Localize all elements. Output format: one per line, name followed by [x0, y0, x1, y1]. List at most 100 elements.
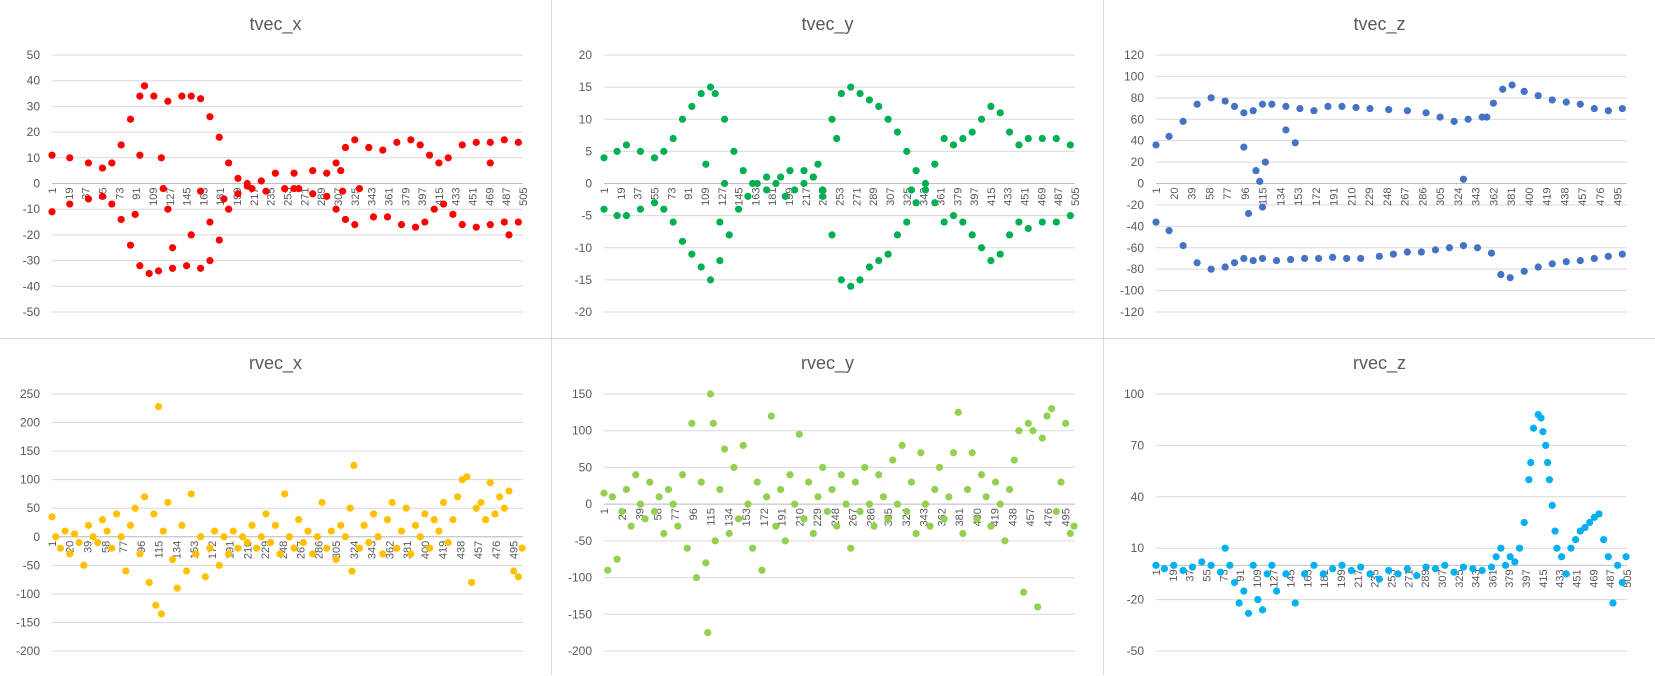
y-tick-label: -80: [1127, 262, 1145, 276]
data-point: [1576, 100, 1584, 108]
data-point: [196, 533, 205, 541]
data-point: [692, 573, 701, 582]
data-point: [152, 601, 160, 609]
data-point: [1506, 553, 1514, 561]
data-point: [608, 493, 617, 501]
data-point: [856, 89, 864, 98]
data-point: [875, 257, 883, 265]
data-point: [430, 516, 438, 524]
x-tick-label: 495: [1061, 508, 1073, 526]
data-point: [1252, 167, 1260, 175]
data-point: [243, 182, 251, 190]
data-point: [187, 92, 195, 100]
y-tick-label: 20: [579, 48, 593, 62]
data-point: [1038, 134, 1046, 143]
data-point: [786, 167, 794, 175]
chart-svg-rvec_y: rvec_y-200-150-100-500501001501203958779…: [568, 353, 1078, 658]
y-tick-label: 150: [572, 387, 592, 401]
data-point: [1179, 566, 1187, 575]
data-point: [1070, 522, 1078, 530]
data-point: [1366, 104, 1374, 113]
data-point: [674, 522, 682, 530]
data-point: [1450, 117, 1458, 125]
x-tick-label: 163: [750, 188, 762, 206]
x-tick-label: 451: [468, 188, 480, 206]
y-tick-label: -120: [1120, 305, 1144, 319]
data-point: [206, 257, 214, 265]
y-tick-label: 80: [1131, 91, 1145, 105]
data-point: [646, 478, 654, 486]
x-tick-label: 1: [47, 188, 59, 194]
data-point: [1024, 134, 1032, 143]
data-point: [814, 493, 822, 501]
data-point: [1286, 255, 1295, 264]
x-tick-label: 271: [1403, 569, 1415, 587]
data-point: [688, 419, 696, 427]
chart-title: tvec_z: [1353, 14, 1405, 35]
data-point: [1296, 104, 1304, 113]
data-point: [1385, 106, 1393, 114]
x-tick-label: 495: [1613, 188, 1625, 206]
x-tick-label: 505: [1070, 188, 1082, 206]
data-point: [500, 504, 508, 512]
y-tick-label: 50: [27, 48, 41, 62]
data-point: [285, 533, 293, 541]
data-point: [1066, 141, 1074, 149]
data-point: [968, 128, 976, 136]
data-point: [70, 530, 79, 538]
data-point: [1604, 107, 1612, 115]
data-point: [1152, 141, 1160, 149]
data-point: [281, 490, 289, 498]
data-point: [136, 92, 144, 100]
y-tick-label: 60: [1131, 112, 1145, 126]
data-point: [777, 173, 785, 181]
chart-svg-tvec_x: tvec_x-50-40-30-20-100102030405011937557…: [23, 14, 530, 319]
data-point: [1445, 244, 1454, 252]
chart-title: rvec_x: [249, 353, 302, 374]
data-point: [505, 231, 513, 239]
data-point: [1249, 107, 1257, 115]
x-tick-label: 91: [1235, 569, 1247, 581]
x-tick-label: 476: [1043, 508, 1055, 526]
data-point: [1548, 96, 1556, 104]
x-tick-label: 438: [1559, 188, 1571, 206]
data-point: [865, 263, 874, 271]
data-point: [683, 544, 691, 552]
x-tick-label: 271: [299, 188, 311, 206]
data-point: [1258, 100, 1267, 108]
data-point: [80, 561, 88, 569]
data-point: [702, 160, 710, 168]
x-tick-label: 134: [171, 541, 183, 559]
x-tick-label: 305: [331, 541, 343, 559]
data-point: [500, 136, 508, 144]
x-tick-label: 37: [633, 188, 645, 200]
data-point: [374, 533, 382, 541]
data-point: [248, 521, 256, 529]
data-point: [341, 215, 350, 224]
data-point: [1609, 599, 1617, 607]
data-point: [253, 544, 261, 552]
data-point: [1413, 572, 1421, 580]
data-point: [48, 208, 56, 216]
data-point: [1525, 476, 1533, 484]
data-point: [632, 471, 640, 479]
data-point: [1254, 596, 1262, 604]
data-point: [332, 159, 340, 167]
data-point: [1043, 412, 1051, 420]
x-tick-label: 289: [868, 188, 880, 206]
data-point: [482, 516, 490, 524]
data-point: [1249, 561, 1257, 569]
data-point: [1527, 458, 1535, 467]
divider-horizontal: [0, 338, 1655, 339]
data-point: [168, 244, 177, 252]
data-point: [847, 544, 855, 552]
x-tick-label: 1: [1151, 569, 1163, 575]
y-tick-label: -50: [575, 534, 593, 548]
data-point: [1268, 100, 1276, 108]
data-point: [1282, 126, 1290, 134]
data-point: [1492, 553, 1500, 561]
data-point: [98, 192, 107, 200]
y-tick-label: -150: [568, 607, 592, 621]
data-point: [949, 212, 958, 220]
data-point: [159, 527, 167, 535]
